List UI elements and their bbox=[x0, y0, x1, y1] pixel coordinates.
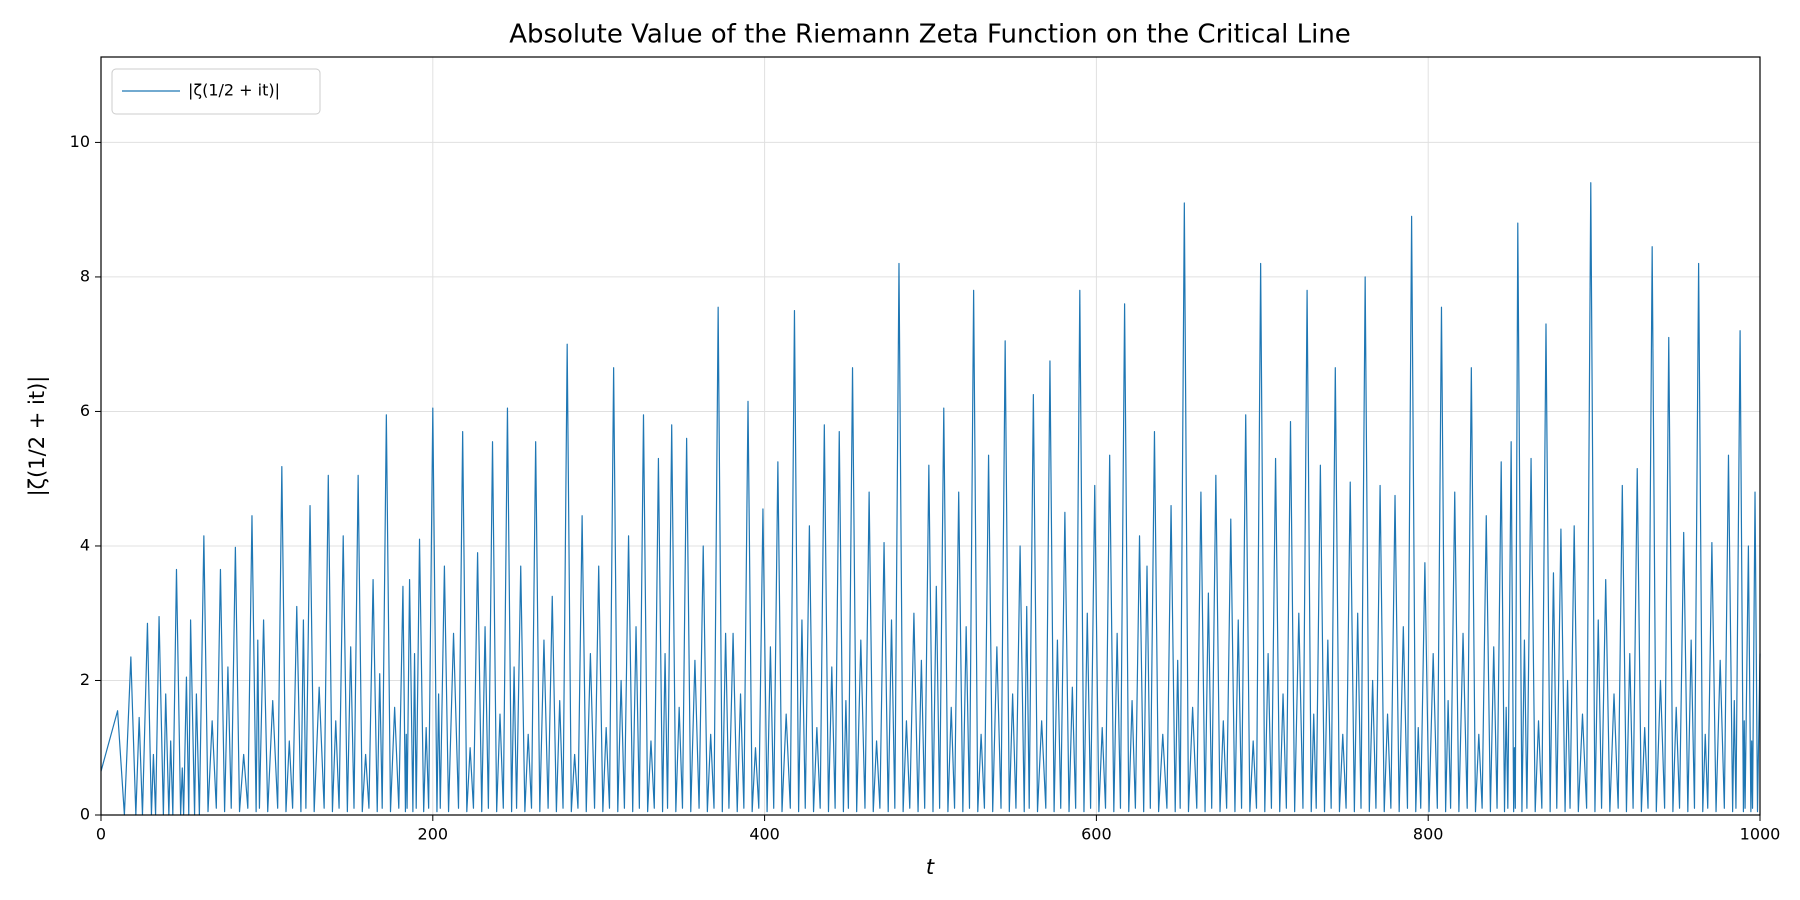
legend-box bbox=[111, 68, 321, 115]
x-tick-label: 600 bbox=[1081, 825, 1112, 844]
plot-frame bbox=[100, 56, 1761, 816]
x-tick-label: 0 bbox=[96, 825, 106, 844]
y-tick-label: 0 bbox=[80, 805, 90, 824]
legend-label: |ζ(1/2 + it)| bbox=[188, 81, 280, 100]
data-line bbox=[100, 182, 1761, 816]
x-axis-label: t bbox=[926, 855, 935, 879]
y-tick-label: 4 bbox=[80, 535, 90, 554]
y-tick-label: 6 bbox=[80, 401, 90, 420]
x-tick-label: 800 bbox=[1413, 825, 1444, 844]
y-tick-label: 2 bbox=[80, 670, 90, 689]
y-tick-label: 8 bbox=[80, 266, 90, 285]
chart-title: Absolute Value of the Riemann Zeta Funct… bbox=[509, 20, 1351, 50]
x-tick-label: 400 bbox=[749, 825, 780, 844]
y-tick-label: 10 bbox=[70, 132, 90, 151]
x-tick-label: 1000 bbox=[1740, 825, 1781, 844]
x-tick-label: 200 bbox=[418, 825, 449, 844]
y-axis-label: |ζ(1/2 + it)| bbox=[25, 376, 50, 497]
